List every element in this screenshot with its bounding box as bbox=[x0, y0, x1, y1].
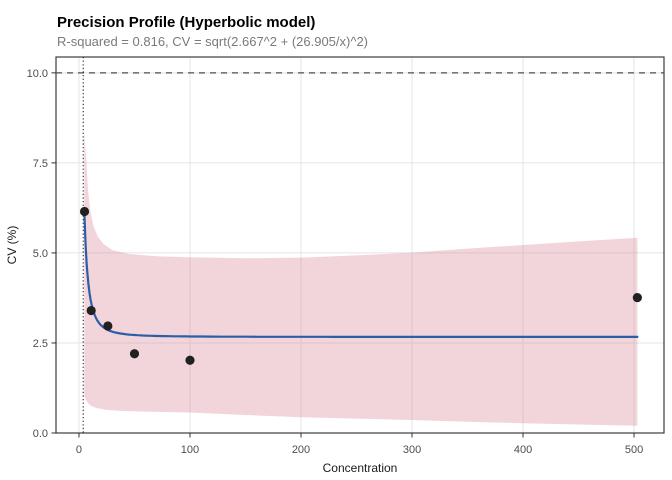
chart-subtitle: R-squared = 0.816, CV = sqrt(2.667^2 + (… bbox=[57, 34, 368, 49]
data-point bbox=[129, 349, 140, 359]
y-tick-label: 5.0 bbox=[33, 248, 48, 260]
data-point bbox=[79, 206, 90, 217]
data-point bbox=[86, 305, 96, 316]
confidence-band bbox=[84, 130, 638, 426]
y-axis-title: CV (%) bbox=[5, 226, 19, 265]
x-tick-label: 300 bbox=[403, 444, 421, 456]
panel-border bbox=[55, 56, 665, 434]
y-tick-label: 2.5 bbox=[33, 338, 48, 350]
x-tick-label: 0 bbox=[76, 444, 82, 456]
plot-area: 0 100 200 300 400 500 0.0 2.5 5.0 7.5 10.0 bbox=[27, 56, 665, 456]
data-point bbox=[185, 355, 195, 365]
panel-background bbox=[56, 57, 664, 433]
y-tick-label: 7.5 bbox=[33, 158, 48, 170]
data-point bbox=[103, 321, 113, 331]
x-axis-title: Concentration bbox=[323, 461, 398, 475]
data-point bbox=[632, 292, 642, 303]
x-tick-label: 400 bbox=[514, 444, 532, 456]
y-tick-label: 10.0 bbox=[27, 68, 48, 80]
x-tick-label: 100 bbox=[181, 444, 199, 456]
chart-title: Precision Profile (Hyperbolic model) bbox=[57, 14, 315, 31]
x-tick-label: 200 bbox=[292, 444, 310, 456]
y-tick-label: 0.0 bbox=[33, 428, 48, 440]
x-tick-label: 500 bbox=[625, 444, 643, 456]
